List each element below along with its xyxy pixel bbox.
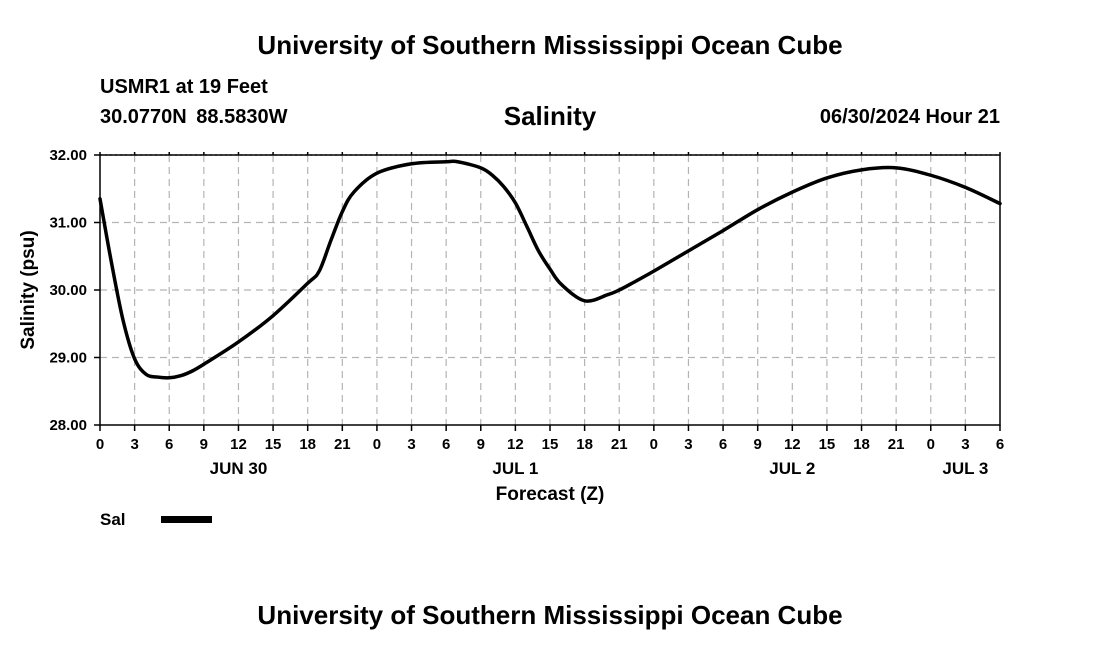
station-name: USMR1 at 19 Feet: [100, 76, 268, 98]
x-tick-label: 0: [96, 436, 104, 453]
legend-line-swatch: [161, 516, 212, 523]
x-tick-label: 3: [130, 436, 138, 453]
station-coordinates: 30.0770N 88.5830W: [100, 106, 288, 128]
day-label: JUN 30: [210, 459, 268, 478]
y-tick-label: 32.00: [49, 147, 87, 164]
x-tick-label: 21: [611, 436, 628, 453]
x-tick-label: 18: [299, 436, 316, 453]
x-tick-label: 0: [927, 436, 935, 453]
x-tick-label: 12: [784, 436, 801, 453]
x-tick-label: 21: [888, 436, 905, 453]
x-tick-label: 21: [334, 436, 351, 453]
y-tick-label: 31.00: [49, 215, 87, 232]
y-axis-title: Salinity (psu): [18, 230, 39, 349]
x-tick-label: 9: [754, 436, 762, 453]
x-tick-label: 15: [819, 436, 836, 453]
x-tick-label: 18: [576, 436, 593, 453]
x-tick-label: 3: [961, 436, 969, 453]
series-line-sal: [98, 159, 1002, 380]
x-tick-label: 0: [650, 436, 658, 453]
x-tick-label: 6: [165, 436, 173, 453]
y-tick-label: 28.00: [49, 417, 87, 434]
x-tick-label: 15: [265, 436, 282, 453]
day-label: JUL 1: [492, 459, 538, 478]
x-tick-label: 3: [684, 436, 692, 453]
axis-ticks: [94, 152, 1001, 431]
x-tick-label: 0: [373, 436, 381, 453]
page-title: University of Southern Mississippi Ocean…: [257, 30, 843, 60]
y-tick-label: 29.00: [49, 350, 87, 367]
x-tick-label: 6: [996, 436, 1004, 453]
x-tick-label: 6: [719, 436, 727, 453]
x-tick-label: 9: [477, 436, 485, 453]
x-tick-label: 9: [200, 436, 208, 453]
x-tick-label: 12: [507, 436, 524, 453]
forecast-timestamp: 06/30/2024 Hour 21: [819, 106, 1000, 128]
x-tick-label: 12: [230, 436, 247, 453]
axis-labels: 28.00 29.00 30.00 31.00 32.00 0 3 6 9 12 15 18 21 0 3 6…: [49, 147, 1004, 478]
x-tick-label: 6: [442, 436, 450, 453]
grid: [100, 154, 1000, 425]
x-tick-label: 15: [542, 436, 559, 453]
footer-title: University of Southern Mississippi Ocean…: [257, 600, 843, 630]
x-tick-label: 18: [853, 436, 870, 453]
legend-label: Sal: [100, 510, 126, 529]
y-tick-label: 30.00: [49, 282, 87, 299]
x-axis-title: Forecast (Z): [496, 484, 605, 505]
chart-title: Salinity: [503, 101, 597, 131]
x-tick-label: 3: [407, 436, 415, 453]
day-label: JUL 2: [769, 459, 815, 478]
day-label: JUL 3: [942, 459, 988, 478]
